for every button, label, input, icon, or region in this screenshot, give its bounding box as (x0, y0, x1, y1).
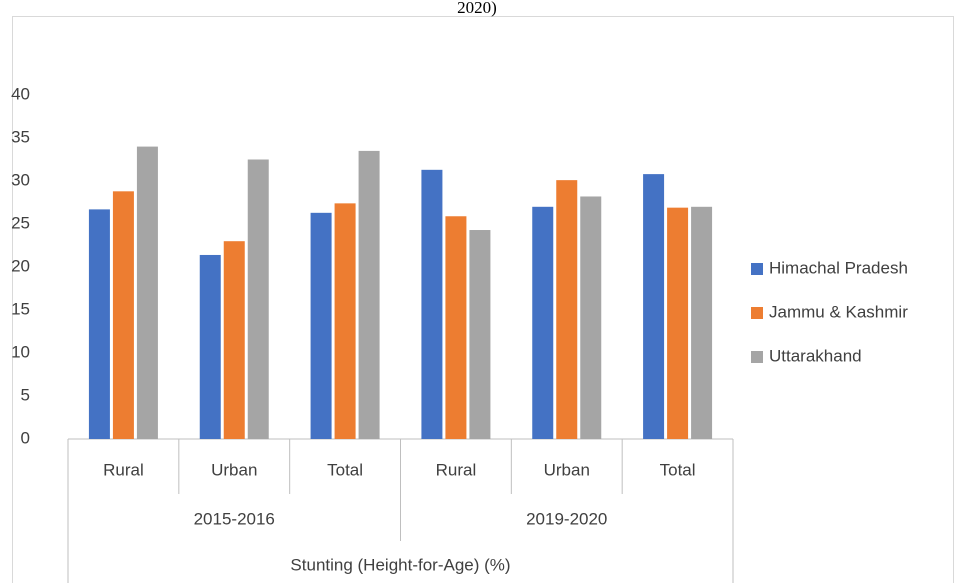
legend-label: Uttarakhand (769, 346, 862, 365)
legend-swatch (751, 351, 763, 363)
x-tick-label: Total (660, 460, 696, 479)
x-tick-label: Rural (436, 460, 477, 479)
y-tick-label: 5 (21, 385, 30, 404)
y-tick-label: 15 (11, 299, 30, 318)
bar (358, 150, 380, 439)
y-tick-label: 35 (11, 127, 30, 146)
bar (112, 191, 134, 439)
legend-swatch (751, 307, 763, 319)
legend-label: Himachal Pradesh (769, 258, 908, 277)
bar (88, 209, 110, 439)
bar (136, 146, 158, 439)
bar (310, 212, 332, 439)
y-tick-label: 10 (11, 342, 30, 361)
bar (334, 203, 356, 439)
y-tick-label: 25 (11, 213, 30, 232)
bar (199, 254, 221, 439)
y-tick-label: 20 (11, 256, 30, 275)
bar (445, 216, 467, 439)
bar (556, 180, 578, 439)
bar (421, 169, 443, 439)
x-tick-label: Rural (103, 460, 144, 479)
group-label: 2015-2016 (194, 509, 275, 528)
legend-label: Jammu & Kashmir (769, 302, 908, 321)
chart-border (12, 16, 954, 583)
y-tick-label: 30 (11, 170, 30, 189)
group-label: 2019-2020 (526, 509, 607, 528)
bar (223, 241, 245, 439)
x-tick-label: Urban (544, 460, 590, 479)
legend-swatch (751, 263, 763, 275)
bar (469, 230, 491, 439)
supergroup-label: Stunting (Height-for-Age) (%) (290, 555, 510, 574)
bar (667, 207, 689, 439)
bar (691, 206, 713, 439)
bar (580, 196, 602, 439)
x-tick-label: Total (327, 460, 363, 479)
y-tick-label: 0 (21, 428, 30, 447)
chart-title: 2020) (457, 0, 497, 17)
y-tick-label: 40 (11, 84, 30, 103)
bar (532, 206, 554, 439)
bar (643, 174, 665, 439)
x-tick-label: Urban (211, 460, 257, 479)
bar (247, 159, 269, 439)
